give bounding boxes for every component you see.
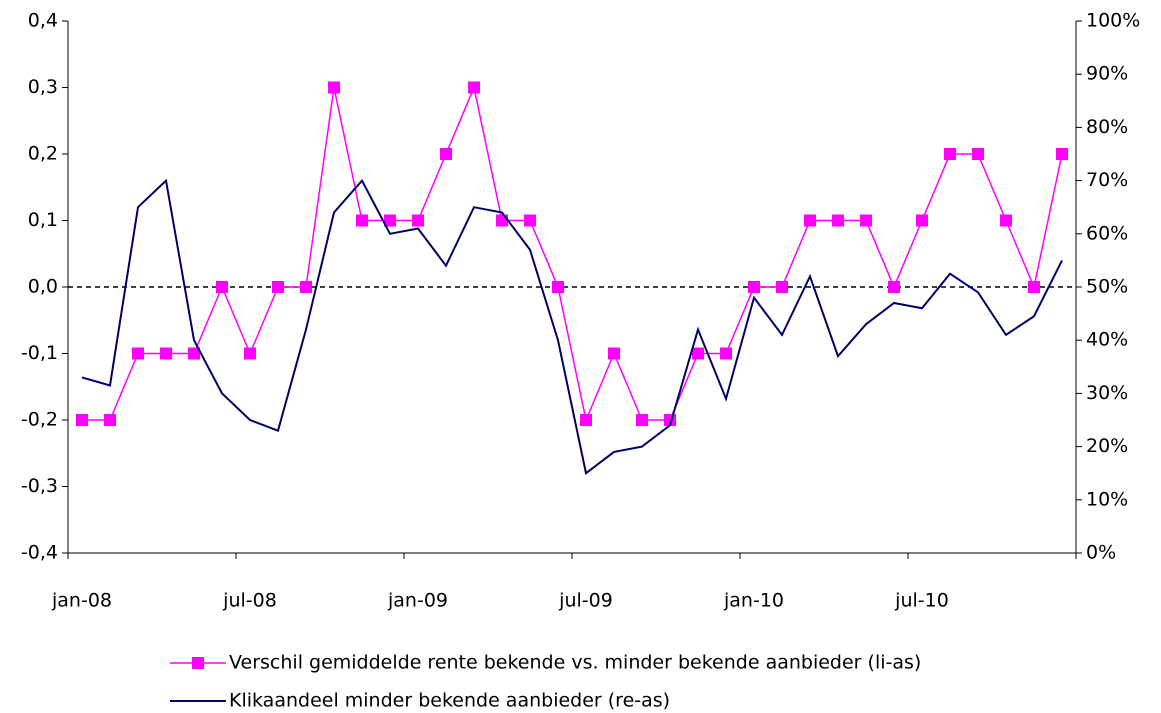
x-tick-label: jan-10: [723, 590, 784, 612]
marker: [160, 347, 172, 360]
y2-tick-label: 40%: [1086, 329, 1128, 351]
y-tick-label: 0,0: [28, 276, 58, 298]
marker: [496, 214, 508, 227]
marker: [384, 214, 396, 227]
marker: [104, 414, 116, 426]
marker: [944, 148, 956, 160]
y2-tick-label: 20%: [1086, 435, 1128, 457]
y2-tick-label: 30%: [1086, 382, 1128, 404]
marker: [860, 214, 872, 227]
marker: [76, 414, 88, 426]
marker: [748, 281, 760, 293]
marker: [608, 347, 620, 360]
y2-tick-label: 50%: [1086, 276, 1128, 298]
marker: [720, 347, 732, 360]
marker: [1000, 214, 1012, 227]
marker: [132, 347, 144, 360]
legend-marker: [192, 657, 204, 669]
series-line: [82, 84, 1063, 423]
marker: [272, 281, 284, 293]
y2-tick-label: 60%: [1086, 222, 1128, 244]
marker: [188, 347, 200, 360]
y-tick-label: -0,3: [21, 475, 58, 497]
y-tick-label: 0,2: [28, 143, 58, 165]
marker: [832, 214, 844, 227]
y2-tick-label: 80%: [1086, 116, 1128, 138]
series-line: [81, 178, 1063, 475]
x-tick-label: jul-08: [222, 590, 277, 612]
x-tick-label: jul-10: [894, 590, 949, 612]
x-tick-label: jul-09: [558, 590, 613, 612]
marker: [580, 414, 592, 426]
marker: [356, 214, 368, 227]
marker: [916, 214, 928, 227]
marker: [412, 214, 424, 227]
y2-tick-label: 0%: [1086, 542, 1116, 564]
y-tick-label: -0,4: [21, 542, 58, 564]
y-tick-label: 0,3: [28, 76, 58, 98]
marker: [300, 281, 312, 293]
y2-tick-label: 70%: [1086, 169, 1128, 191]
x-tick-label: jan-08: [51, 590, 112, 612]
y2-tick-label: 100%: [1086, 10, 1140, 32]
y2-tick-label: 10%: [1086, 488, 1128, 510]
marker: [776, 281, 788, 293]
marker: [552, 281, 564, 293]
y-tick-label: -0,1: [21, 342, 58, 364]
y-tick-label: 0,4: [28, 10, 58, 32]
x-tick-label: jan-09: [387, 590, 448, 612]
y-tick-label: 0,1: [28, 209, 58, 231]
marker: [636, 414, 648, 426]
marker: [468, 81, 480, 94]
marker: [244, 347, 256, 360]
marker: [440, 148, 452, 160]
marker: [524, 214, 536, 227]
marker: [804, 214, 816, 227]
y2-tick-label: 90%: [1086, 63, 1128, 85]
marker: [328, 81, 340, 94]
marker: [1056, 148, 1068, 160]
marker: [972, 148, 984, 160]
legend-label: Klikaandeel minder bekende aanbieder (re…: [229, 690, 670, 712]
marker: [888, 281, 900, 293]
y-tick-label: -0,2: [21, 409, 58, 431]
marker: [692, 347, 704, 360]
marker: [216, 281, 228, 293]
legend-label: Verschil gemiddelde rente bekende vs. mi…: [229, 652, 921, 674]
marker: [1028, 281, 1040, 293]
